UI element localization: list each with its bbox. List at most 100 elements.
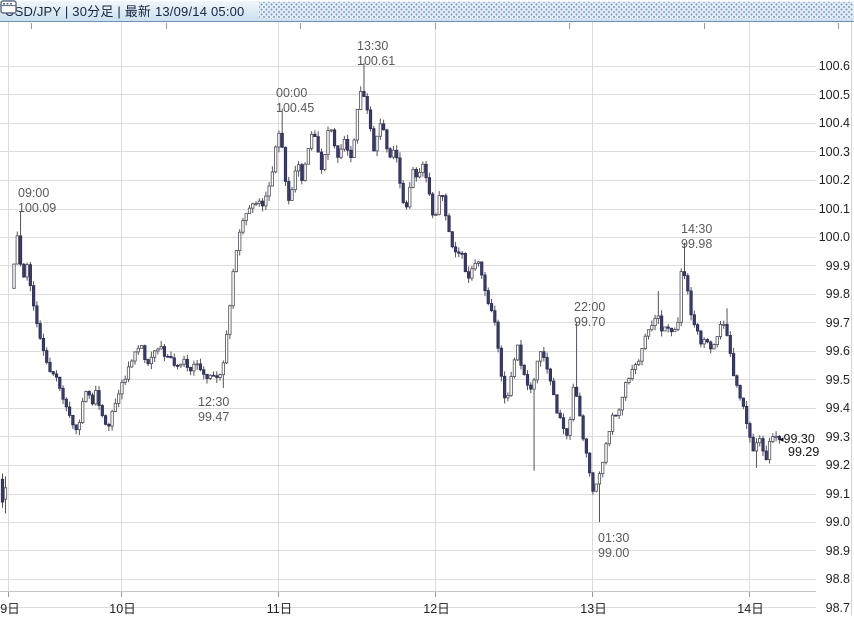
candle-down: [486, 290, 490, 304]
candle-up: [153, 350, 157, 358]
candle-up: [81, 401, 85, 423]
candle-up: [156, 348, 160, 352]
candle-up: [610, 414, 615, 432]
candle-down: [316, 136, 320, 153]
candle-down: [74, 424, 78, 431]
swing-annotation: 01:30 99.00: [598, 531, 629, 561]
candle-up: [722, 323, 726, 326]
current-price-arrow-icon: ◂: [779, 434, 784, 444]
candle-up: [296, 164, 301, 172]
y-axis-tick-label: 100.5: [818, 87, 850, 102]
candle-down: [682, 271, 687, 277]
candle-down: [666, 326, 670, 329]
chart-window-icon: [0, 0, 17, 14]
candle-down: [751, 436, 755, 452]
candle-up: [715, 336, 719, 346]
candle-down: [32, 285, 36, 307]
annotation-time: 12:30: [198, 395, 230, 409]
candle-down: [519, 344, 523, 366]
candle-down: [385, 129, 389, 150]
x-axis-day-label: 13日: [580, 602, 607, 616]
candle-up: [754, 442, 759, 452]
candle-up: [624, 382, 628, 398]
candle-up: [238, 231, 242, 252]
annotation-time: 22:00: [574, 300, 606, 314]
candle-down: [103, 415, 108, 425]
candle-down: [660, 315, 664, 332]
candle-up: [254, 203, 258, 205]
candle-up: [568, 419, 572, 436]
swing-annotation: 00:00 100.45: [276, 86, 314, 116]
candle-up: [274, 146, 278, 173]
chart-title-bar: USD/JPY | 30分足 | 最新 13/09/14 05:00: [0, 0, 854, 22]
candle-up: [110, 410, 114, 427]
candle-down: [395, 149, 399, 159]
titlebar-pattern: [258, 2, 853, 19]
candle-up: [607, 431, 611, 445]
candle-up: [646, 329, 651, 337]
candle-up: [378, 123, 382, 137]
candle-up: [257, 200, 261, 204]
candle-down: [453, 246, 458, 253]
candle-up: [3, 487, 8, 500]
y-axis-tick-label: 99.4: [825, 401, 850, 415]
candle-up: [656, 315, 660, 319]
candle-down: [45, 350, 49, 363]
candle-up: [195, 363, 199, 366]
candle-up: [251, 203, 255, 209]
candle-up: [25, 264, 29, 278]
candle-down: [319, 151, 324, 170]
current-price-marker: ◂99.30 99.29: [779, 433, 819, 458]
y-axis-tick-label: 100.1: [818, 201, 850, 216]
candle-up: [679, 271, 683, 323]
candle-down: [336, 145, 340, 158]
candle-up: [310, 133, 314, 149]
candle-down: [725, 323, 729, 336]
candle-down: [0, 478, 5, 503]
candle-down: [525, 374, 530, 386]
candle-up: [136, 347, 140, 353]
annotation-price: 99.70: [574, 315, 606, 329]
y-axis-tick-label: 99.3: [825, 429, 850, 444]
candle-down: [349, 149, 353, 158]
candle-down: [558, 412, 562, 419]
candle-down: [388, 148, 392, 158]
candle-up: [535, 360, 539, 381]
current-price-last: 99.29: [788, 444, 820, 459]
candle-down: [283, 146, 288, 182]
candle-down: [287, 181, 291, 201]
y-axis-tick-label: 99.9: [825, 258, 850, 273]
candle-down: [71, 414, 75, 426]
candle-up: [663, 326, 667, 332]
candle-down: [381, 123, 386, 131]
candle-down: [731, 353, 736, 377]
candle-up: [712, 344, 716, 350]
candle-up: [149, 356, 153, 365]
candle-down: [211, 374, 216, 377]
candle-up: [231, 271, 235, 307]
candle-down: [489, 303, 494, 312]
annotation-price: 100.45: [276, 101, 315, 115]
candle-down: [90, 394, 95, 405]
candle-up: [473, 263, 477, 270]
candle-down: [198, 363, 203, 371]
candle-down: [162, 346, 167, 357]
candle-up: [702, 339, 706, 345]
candle-up: [411, 169, 415, 188]
candle-up: [359, 90, 363, 110]
candle-down: [54, 373, 59, 378]
candle-up: [506, 394, 510, 399]
candle-up: [571, 386, 575, 420]
annotation-price: 99.00: [598, 546, 630, 560]
candle-down: [300, 164, 304, 181]
y-axis-tick-label: 99.5: [825, 372, 850, 387]
candle-up: [532, 379, 536, 390]
candle-up: [120, 381, 124, 395]
candle-down: [431, 193, 435, 216]
candle-up: [718, 324, 723, 337]
candle-up: [650, 325, 654, 331]
candle-up: [633, 364, 638, 370]
candle-down: [362, 90, 366, 97]
